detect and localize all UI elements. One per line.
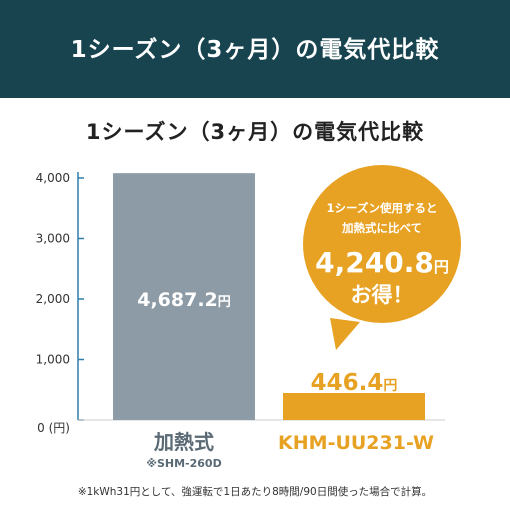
- bubble-amount: 4,240.8円: [315, 246, 449, 279]
- bar-0: [113, 173, 255, 420]
- y-tick-label: 4,000: [36, 171, 70, 185]
- bubble-line3: お得！: [351, 283, 414, 307]
- bubble-line2: 加熱式に比べて: [341, 221, 422, 235]
- footnote: ※1kWh31円として、強運転で1日あたり8時間/90日間使った場合で計算。: [77, 486, 433, 498]
- bubble-tail: [330, 318, 360, 350]
- category-label-heating: 加熱式: [153, 430, 214, 454]
- bubble-line1: 1シーズン使用すると: [327, 201, 438, 215]
- y-tick-label: 0 (円): [37, 421, 70, 435]
- value-label-heating: 4,687.2円: [137, 289, 231, 311]
- header-banner: 1シーズン（3ヶ月）の電気代比較: [0, 0, 510, 98]
- category-sublabel-heating: ※SHM-260D: [146, 457, 221, 470]
- y-tick-label: 3,000: [36, 232, 70, 246]
- chart-title: 1シーズン（3ヶ月）の電気代比較: [85, 120, 425, 144]
- value-label-product: 446.4円: [311, 370, 398, 396]
- y-tick-label: 2,000: [36, 292, 70, 306]
- bar-1: [283, 392, 425, 420]
- y-tick-label: 1,000: [36, 353, 70, 367]
- category-label-product: KHM-UU231-W: [278, 432, 434, 454]
- savings-bubble: [303, 165, 461, 323]
- banner-title: 1シーズン（3ヶ月）の電気代比較: [70, 37, 440, 63]
